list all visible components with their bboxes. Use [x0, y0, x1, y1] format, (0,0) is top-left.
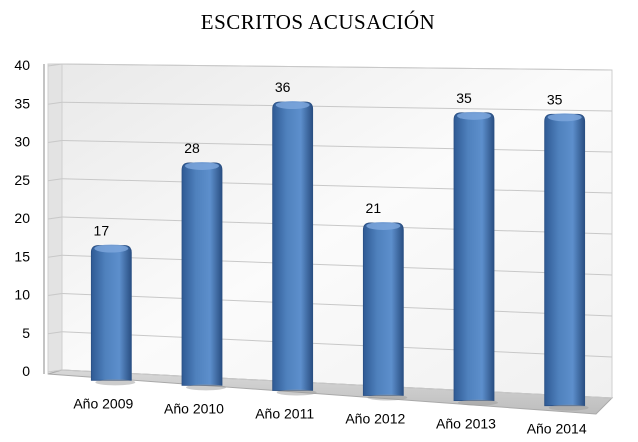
- y-tick-label: 25: [14, 172, 30, 188]
- gridline: [61, 101, 613, 112]
- bar: [544, 113, 589, 411]
- bar-top: [275, 101, 310, 110]
- gridline: [47, 293, 63, 296]
- y-tick-label: 30: [14, 134, 30, 150]
- bar-top: [366, 221, 401, 230]
- x-tick-label: Año 2013: [436, 416, 496, 432]
- bar-body: [90, 245, 132, 381]
- gridline: [47, 254, 63, 258]
- gridline: [47, 101, 63, 105]
- gridline: [61, 63, 613, 71]
- bar-shadow: [186, 384, 226, 391]
- bar: [362, 221, 408, 401]
- y-tick-label: 40: [14, 57, 30, 73]
- bar-body: [362, 222, 404, 396]
- data-label: 35: [456, 90, 472, 106]
- gridlines: [47, 63, 613, 399]
- x-tick-label: Año 2010: [164, 400, 224, 416]
- bar-top: [547, 113, 582, 122]
- bar-top: [457, 111, 491, 120]
- gridline: [47, 216, 63, 220]
- data-label: 36: [275, 79, 291, 95]
- x-tick-label: Año 2011: [255, 405, 314, 421]
- bar-shadow: [95, 379, 136, 386]
- data-labels: 17 28 36 21 35 35: [94, 79, 563, 238]
- y-tick-label: 15: [14, 248, 30, 264]
- data-label: 17: [94, 223, 110, 239]
- gridline: [47, 369, 63, 373]
- x-tick-label: Año 2012: [345, 411, 405, 427]
- x-axis: Año 2009 Año 2010 Año 2011 Año 2012 Año 2013…: [73, 395, 586, 436]
- data-label: 28: [184, 140, 200, 156]
- gridline: [47, 140, 63, 143]
- gridline: [61, 178, 613, 194]
- gridline: [47, 63, 63, 67]
- y-tick-label: 10: [14, 287, 30, 303]
- data-label: 21: [366, 200, 382, 216]
- y-tick-label: 5: [22, 325, 30, 341]
- gridline: [61, 331, 613, 358]
- gridline: [61, 216, 613, 235]
- bar-shadow: [276, 389, 317, 396]
- bar: [272, 101, 317, 396]
- gridline: [47, 178, 63, 182]
- bar-body: [544, 113, 586, 407]
- y-tick-label: 20: [14, 210, 30, 226]
- gridline: [61, 369, 613, 399]
- bar-body: [181, 162, 223, 386]
- bar-shadow: [458, 399, 498, 406]
- bar-top: [94, 244, 129, 253]
- data-label: 35: [547, 91, 563, 107]
- y-tick-label: 0: [22, 363, 30, 379]
- bar-shadow: [367, 394, 408, 401]
- plot-area: [47, 63, 614, 415]
- bar: [453, 111, 498, 406]
- bar-top: [185, 161, 219, 170]
- gridline: [61, 254, 613, 276]
- bars: [90, 101, 589, 411]
- x-tick-label: Año 2009: [73, 395, 133, 411]
- bar-shadow: [548, 404, 589, 411]
- gridline: [61, 293, 613, 317]
- gridline: [61, 140, 613, 153]
- x-tick-label: Año 2014: [527, 421, 587, 437]
- bar-body: [453, 112, 495, 401]
- bar-body: [272, 101, 314, 391]
- y-tick-label: 35: [14, 95, 30, 111]
- y-axis: 0 5 10 15 20 25 30 35 40: [14, 57, 45, 379]
- bar: [181, 161, 226, 391]
- gridline: [47, 331, 63, 335]
- bar: [90, 244, 136, 386]
- chart-title: ESCRITOS ACUSACIÓN: [201, 10, 435, 34]
